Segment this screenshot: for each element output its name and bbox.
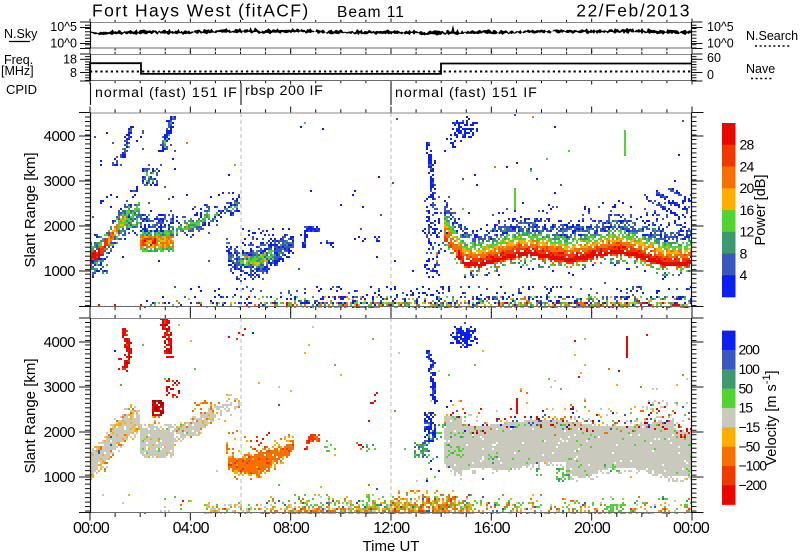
svg-text:12: 12 — [740, 224, 755, 240]
svg-text:50: 50 — [739, 380, 754, 396]
svg-text:3000: 3000 — [44, 173, 76, 190]
svg-text:3000: 3000 — [44, 379, 76, 396]
svg-text:28: 28 — [740, 137, 755, 153]
svg-text:1000: 1000 — [44, 263, 76, 280]
svg-text:Slant Range [km]: Slant Range [km] — [22, 358, 39, 473]
svg-text:22/Feb/2013: 22/Feb/2013 — [576, 1, 691, 21]
svg-text:Freq.: Freq. — [4, 53, 33, 67]
svg-text:Velocity [m s-1]: Velocity [m s-1] — [761, 370, 780, 465]
svg-text:20: 20 — [740, 180, 755, 196]
svg-text:24: 24 — [740, 158, 755, 174]
svg-text:16: 16 — [740, 202, 755, 218]
svg-text:N.Sky: N.Sky — [4, 27, 38, 41]
svg-text:4: 4 — [740, 267, 748, 283]
svg-text:16:00: 16:00 — [474, 520, 511, 537]
svg-text:normal (fast) 151 IF: normal (fast) 151 IF — [395, 85, 538, 101]
svg-text:Beam 11: Beam 11 — [337, 4, 405, 21]
svg-text:10^0: 10^0 — [707, 37, 734, 51]
svg-text:10^5: 10^5 — [50, 20, 77, 34]
svg-text:4000: 4000 — [44, 128, 76, 145]
svg-text:−50: −50 — [739, 438, 761, 454]
svg-text:Nave: Nave — [746, 62, 775, 76]
svg-text:rbsp 200 IF: rbsp 200 IF — [245, 83, 323, 99]
svg-text:2000: 2000 — [44, 218, 76, 235]
svg-text:Fort Hays West (fitACF): Fort Hays West (fitACF) — [92, 1, 310, 21]
svg-text:2000: 2000 — [44, 424, 76, 441]
svg-text:18: 18 — [63, 53, 77, 67]
svg-text:10^5: 10^5 — [707, 20, 734, 34]
svg-text:200: 200 — [739, 342, 761, 358]
svg-text:8: 8 — [740, 245, 748, 261]
svg-text:00:00: 00:00 — [73, 520, 110, 537]
svg-text:−200: −200 — [739, 477, 768, 493]
svg-text:−15: −15 — [739, 419, 761, 435]
svg-text:Power [dB]: Power [dB] — [753, 175, 769, 246]
svg-text:Time UT: Time UT — [363, 538, 420, 554]
svg-text:−100: −100 — [739, 458, 768, 474]
svg-text:20:00: 20:00 — [574, 520, 611, 537]
svg-text:4000: 4000 — [44, 334, 76, 351]
svg-text:00:00: 00:00 — [673, 520, 710, 537]
svg-text:1000: 1000 — [44, 469, 76, 486]
svg-text:8: 8 — [70, 66, 77, 80]
svg-text:60: 60 — [707, 51, 721, 65]
svg-text:100: 100 — [739, 361, 761, 377]
svg-text:15: 15 — [739, 400, 754, 416]
svg-text:0: 0 — [707, 68, 714, 82]
svg-text:12:00: 12:00 — [373, 520, 410, 537]
svg-text:Slant Range [km]: Slant Range [km] — [22, 152, 39, 267]
svg-text:CPID: CPID — [6, 82, 37, 97]
svg-text:10^0: 10^0 — [50, 37, 77, 51]
svg-text:normal (fast) 151 IF: normal (fast) 151 IF — [95, 85, 238, 101]
svg-text:08:00: 08:00 — [273, 520, 310, 537]
svg-text:[MHz]: [MHz] — [1, 64, 34, 78]
svg-text:04:00: 04:00 — [173, 520, 210, 537]
svg-text:N.Search: N.Search — [746, 29, 798, 43]
